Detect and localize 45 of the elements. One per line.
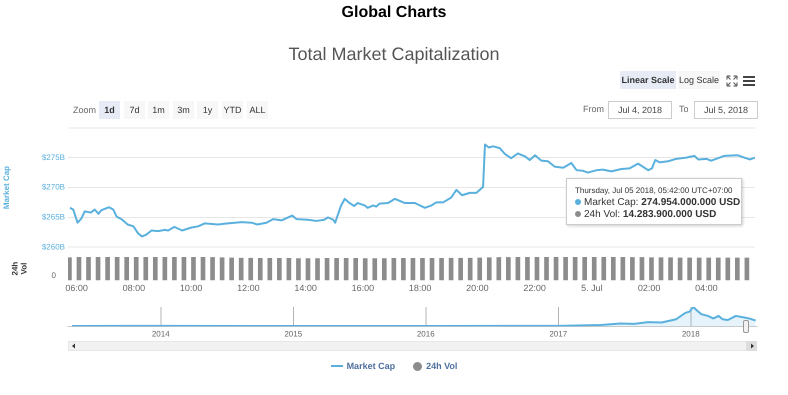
x-tick-label: 10:00 (180, 283, 202, 294)
text: To (679, 103, 689, 116)
text: From (583, 103, 604, 116)
x-tick-label: 2018 (682, 329, 700, 338)
annotation: Thursday, Jul 05 2018, 05:42:00 UTC+07:00 (575, 185, 733, 197)
x-tick-label: 12:00 (237, 283, 260, 294)
x-tick-label: 20:00 (466, 283, 489, 294)
annotation: 24h Vol: 14.283.900.000 USD (583, 209, 718, 221)
x-tick-label: 2016 (416, 329, 436, 338)
text: ALL (247, 101, 268, 119)
x-tick-label: 08:00 (122, 283, 146, 294)
y-axis-title: Market Cap (2, 166, 12, 210)
x-tick-label: 02:00 (638, 283, 660, 294)
x-tick-label: 5. Jul (581, 283, 603, 294)
text: Zoom (73, 104, 96, 117)
y-tick-label: $275B (42, 152, 65, 162)
text: 1y (197, 101, 218, 119)
x-tick-label: 14:00 (294, 283, 317, 294)
x-tick-label: 18:00 (408, 283, 432, 294)
y-tick-label: $260B (42, 242, 65, 252)
x-tick-label: 06:00 (65, 283, 88, 294)
x-tick-label: 04:00 (695, 283, 718, 294)
y-axis-title: 24h Vol (10, 262, 28, 276)
text: 1m (148, 101, 169, 119)
text: YTD (222, 101, 243, 119)
x-tick-label: 22:00 (523, 283, 546, 294)
text: 7d (124, 101, 145, 119)
x-tick-label: 2014 (152, 329, 170, 338)
x-tick-label: 16:00 (352, 283, 374, 294)
y-tick-label: $265B (42, 212, 65, 222)
y-tick-label: $270B (42, 182, 65, 192)
text: Log Scale (678, 71, 720, 89)
text: 3m (173, 101, 194, 119)
chart-subtitle: Total Market Capitalization (287, 44, 501, 65)
x-tick-label: 2015 (284, 329, 303, 338)
x-tick-label: 2017 (549, 329, 568, 338)
text: 1d (99, 101, 120, 119)
text: Jul 5, 2018 (694, 101, 758, 119)
legend-label: Market Cap (346, 361, 396, 371)
text: 0 (52, 271, 57, 280)
legend-label: 24h Vol (426, 361, 458, 371)
text: Linear Scale (620, 71, 676, 89)
text: Jul 4, 2018 (608, 101, 672, 119)
annotation: Market Cap: 274.954.000.000 USD (583, 197, 740, 209)
chart-title: Global Charts (340, 4, 448, 22)
